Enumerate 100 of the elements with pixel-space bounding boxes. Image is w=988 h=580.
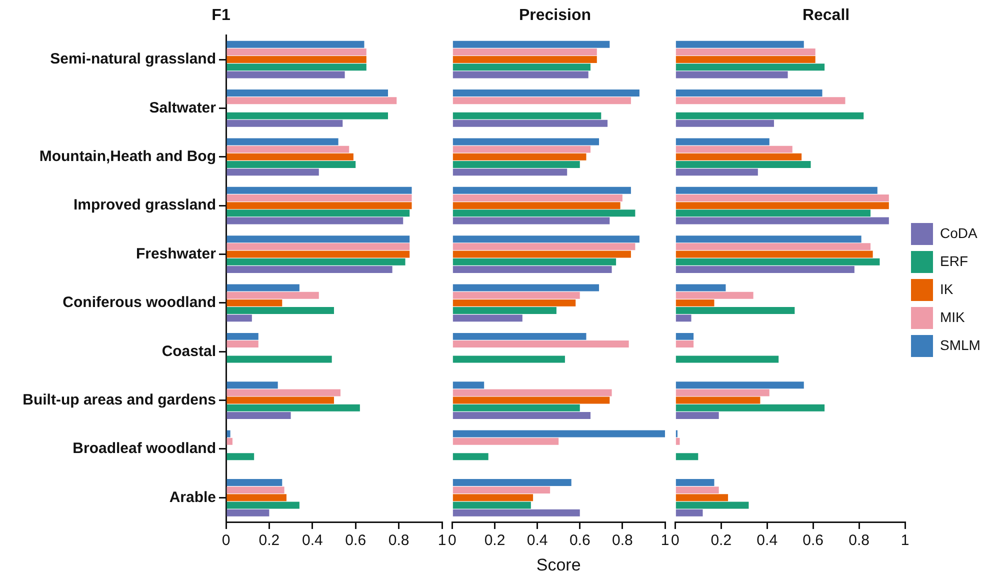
bar <box>676 396 760 404</box>
bar <box>676 153 802 160</box>
bar <box>226 478 282 486</box>
bar <box>226 186 412 194</box>
bar <box>676 48 816 56</box>
bar <box>676 97 846 104</box>
bar <box>676 202 889 210</box>
bar <box>676 486 719 494</box>
bar <box>226 396 334 404</box>
x-tick-label: 0.8 <box>612 532 633 550</box>
bar <box>226 389 340 396</box>
bar <box>452 478 572 486</box>
bar <box>226 307 334 314</box>
bar <box>676 194 889 202</box>
bar <box>452 71 588 78</box>
bar <box>226 194 412 202</box>
y-tick-label: Mountain,Heath and Bog <box>39 148 216 166</box>
bar <box>676 250 873 258</box>
bar <box>676 71 788 78</box>
bar <box>452 194 622 202</box>
bar <box>226 453 254 460</box>
x-tick-label: 0.6 <box>569 532 590 550</box>
bar <box>226 340 258 348</box>
bar <box>226 210 410 217</box>
y-tick-label: Freshwater <box>136 245 216 262</box>
bar <box>452 292 580 299</box>
bar <box>226 382 278 389</box>
x-tick-label: 0 <box>671 532 680 550</box>
bar <box>452 40 610 48</box>
bar <box>226 509 270 516</box>
bar <box>452 412 591 419</box>
bar <box>452 202 620 210</box>
x-tick-label: 0.6 <box>345 532 366 550</box>
x-tick-label: 0.8 <box>388 532 410 550</box>
y-tick-label: Improved grassland <box>73 196 216 214</box>
bar <box>226 168 319 176</box>
x-tick-label: 0.8 <box>848 532 870 550</box>
bar <box>676 412 719 419</box>
bar <box>452 389 612 396</box>
bar <box>452 382 484 389</box>
legend-label: SMLM <box>940 336 980 353</box>
bar <box>226 90 388 97</box>
bar <box>226 161 356 168</box>
bar <box>452 243 636 250</box>
bar <box>226 412 291 419</box>
bar <box>452 486 550 494</box>
y-tick-label: Arable <box>169 488 216 506</box>
bar <box>452 314 522 322</box>
chart-title: Recall <box>802 7 850 24</box>
bar <box>452 266 612 273</box>
bar <box>676 64 825 71</box>
legend-label: MIK <box>940 308 966 325</box>
bar <box>452 168 568 176</box>
bar <box>676 314 692 322</box>
bar <box>226 236 410 243</box>
bar <box>452 356 565 363</box>
chart-title: Precision <box>518 7 592 24</box>
y-tick-label: Coastal <box>162 342 216 360</box>
bar <box>452 56 597 64</box>
bar <box>226 356 332 363</box>
y-tick-label: Broadleaf woodland <box>72 440 216 458</box>
bar <box>676 210 871 217</box>
bar <box>676 258 880 266</box>
bar <box>226 112 388 120</box>
x-tick-label: 0.2 <box>258 532 280 550</box>
bar <box>676 389 770 396</box>
bar <box>676 146 792 153</box>
bar <box>226 56 366 64</box>
legend-label: IK <box>940 280 954 297</box>
x-tick-label: 0.4 <box>756 532 778 550</box>
bar <box>452 509 580 516</box>
x-tick-label: 0 <box>222 532 230 550</box>
bar <box>452 250 631 258</box>
bar <box>226 48 366 56</box>
bar <box>676 438 680 445</box>
bar <box>226 284 300 292</box>
bar <box>452 161 580 168</box>
bar <box>226 40 364 48</box>
bar <box>226 243 410 250</box>
bar <box>676 217 889 224</box>
bar <box>452 90 640 97</box>
bar <box>226 64 366 71</box>
bar <box>676 292 754 299</box>
bar <box>226 202 412 210</box>
bar <box>676 404 825 412</box>
bar <box>452 138 600 146</box>
x-tick-label: 1 <box>438 532 446 550</box>
bar <box>676 186 878 194</box>
y-tick-label: Built-up areas and gardens <box>22 391 216 408</box>
bar <box>452 210 636 217</box>
bar <box>452 64 591 71</box>
bar <box>452 258 616 266</box>
bar <box>226 250 410 258</box>
legend-label: ERF <box>940 252 968 269</box>
y-tick-label: Saltwater <box>149 99 216 116</box>
bar <box>226 299 282 306</box>
bar <box>452 284 600 292</box>
bar <box>676 356 779 363</box>
x-tick-label: 1 <box>660 532 670 550</box>
bar <box>676 502 749 509</box>
